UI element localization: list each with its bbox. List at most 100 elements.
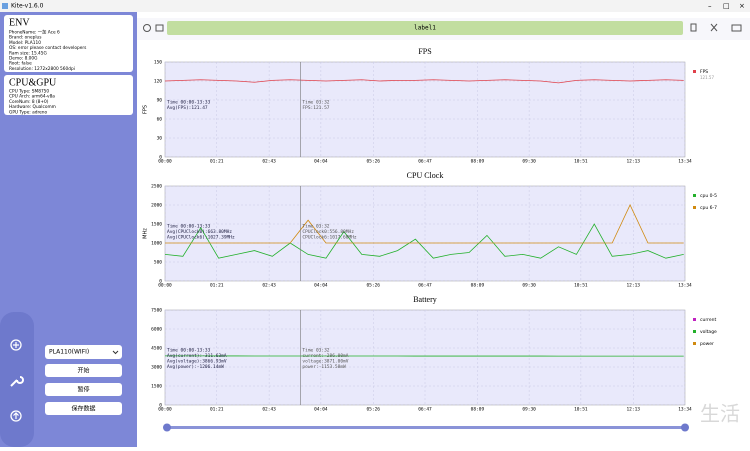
legend-swatch [693,70,696,73]
x-tick-label: 05:26 [366,283,380,289]
y-tick-label: 1500 [151,222,162,228]
note: voltage:3871.00mV [302,359,348,365]
y-tick-label: 2000 [151,203,162,209]
legend-swatch [693,194,696,197]
legend-swatch [693,318,696,321]
x-tick-label: 05:26 [366,407,380,413]
y-tick-label: 6000 [151,327,162,333]
y-tick-label: 2500 [151,184,162,190]
env-line: PhoneName: 一加 Ace 6 [9,29,60,36]
legend-label: cpu 0-5 [700,193,717,199]
note: Avg(CPUClock0):663.80MHz [167,229,232,235]
range-slider[interactable] [167,426,687,429]
chart-title: Battery [413,295,437,304]
note: Time 00:00-13:33 [167,224,211,230]
x-tick-label: 10:51 [574,283,588,289]
slider-handle[interactable] [681,424,689,432]
legend-swatch [693,206,696,209]
env-line: Root: false [9,61,32,67]
note: FPS:121.57 [302,105,329,111]
cpu-gpu-line: CoreNum: 8 (8+0) [9,99,49,105]
note: Avg(FPS):121.47 [167,105,208,111]
start-label: 开始 [77,367,89,375]
y-tick-label: 1500 [151,384,162,390]
legend-label: current [700,317,716,323]
env-heading: ENV [9,17,30,28]
env-line: Brand: oneplus [9,35,42,41]
x-tick-label: 05:26 [366,159,380,165]
env-line: Demo: 8.00G [9,56,37,62]
x-tick-label: 10:51 [574,407,588,413]
x-tick-label: 01:21 [210,407,224,413]
x-tick-label: 02:43 [262,407,276,413]
x-tick-label: 12:13 [626,283,640,289]
note: Avg(power):-1206.14mW [167,364,224,370]
x-tick-label: 02:43 [262,159,276,165]
note: CPUClock6:1017.60MHz [302,235,356,241]
note: CPUClock0:556.80MHz [302,229,354,235]
x-tick-label: 13:34 [678,283,692,289]
minimize[interactable]: – [708,2,712,10]
legend-label: cpu 6-7 [700,205,717,211]
y-tick-label: 7500 [151,308,162,314]
x-tick-label: 13:34 [678,159,692,165]
x-tick-label: 08:09 [471,407,485,413]
y-tick-label: 4500 [151,346,162,352]
y-tick-label: 3000 [151,365,162,371]
note: Time 03:32 [302,100,329,106]
cpu-gpu-line: CPU Arch: arm64-v8a [9,94,55,100]
note: Time 03:32 [302,224,329,230]
note: Time 03:32 [302,348,329,354]
x-tick-label: 08:09 [471,159,485,165]
y-tick-label: 500 [154,260,162,266]
x-tick-label: 09:30 [522,159,536,165]
y-tick-label: 30 [157,136,163,142]
y-axis-label: MHz [143,228,149,239]
legend-value: 121.57 [700,75,714,80]
y-tick-label: 90 [157,98,163,104]
nav-rail [0,312,34,447]
note: Avg(current):-311.63mA [167,353,227,359]
y-tick-label: 60 [157,117,163,123]
x-tick-label: 01:21 [210,283,224,289]
y-axis-label: FPS [143,105,149,114]
x-tick-label: 09:30 [522,283,536,289]
note: Time 00:00-13:33 [167,100,211,106]
slider-handle[interactable] [163,424,171,432]
x-tick-label: 13:34 [678,407,692,413]
x-tick-label: 08:09 [471,283,485,289]
chart-title: CPU Clock [407,171,444,180]
cpu-gpu-line: CPU Type: SM8750 [9,89,49,95]
legend-label: voltage [700,329,717,335]
x-tick-label: 04:04 [314,283,328,289]
x-tick-label: 00:00 [158,407,172,413]
maximize[interactable]: □ [723,2,730,10]
env-line: OS: error please contact developers [9,45,87,51]
app-icon [2,3,8,9]
x-tick-label: 10:51 [574,159,588,165]
y-tick-label: 1000 [151,241,162,247]
label-text: label1 [414,25,436,32]
pause-label: 暂停 [77,386,89,394]
title-bar [0,0,750,12]
x-tick-label: 02:43 [262,283,276,289]
device-name: PLA110(WIFI) [49,349,89,356]
close[interactable]: × [739,2,745,10]
window-title: Kite-v1.6.0 [11,3,44,10]
x-tick-label: 00:00 [158,159,172,165]
y-tick-label: 150 [154,60,162,66]
watermark: 生活 [700,402,740,426]
legend-swatch [693,330,696,333]
chart-title: FPS [418,47,431,56]
legend-swatch [693,342,696,345]
save-label: 保存数据 [71,405,95,413]
note: current:-286.00mA [302,353,348,359]
env-line: Model: PLA110 [9,40,41,46]
legend-label: power [700,341,714,347]
cpu-gpu-heading: CPU&GPU [9,77,57,88]
x-tick-label: 12:13 [626,407,640,413]
x-tick-label: 01:21 [210,159,224,165]
note: Time 00:00-13:33 [167,348,211,354]
